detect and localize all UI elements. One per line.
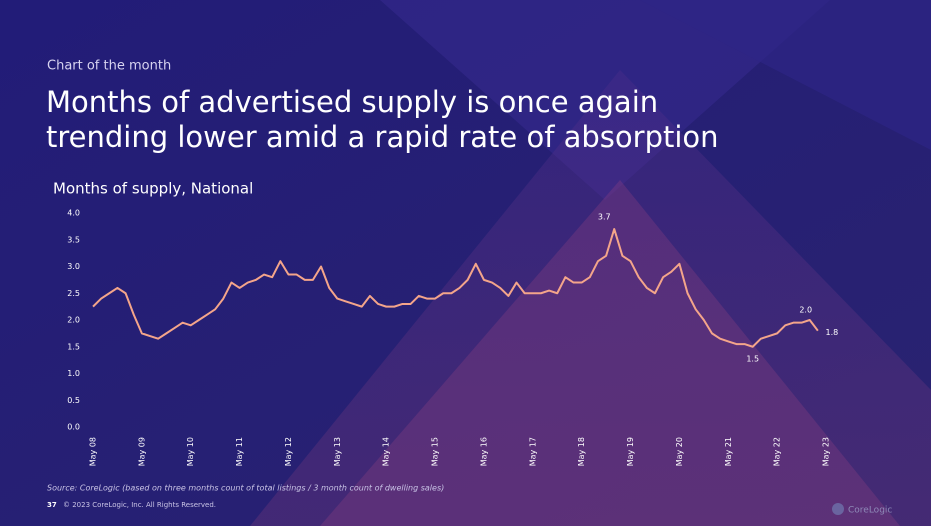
y-tick-label: 2.5	[67, 289, 80, 298]
x-tick-label: May 18	[577, 437, 586, 466]
annotation: 2.0	[799, 306, 812, 315]
x-tick-label: May 09	[137, 437, 146, 466]
decor	[250, 70, 931, 526]
x-tick-label: May 13	[333, 437, 342, 466]
x-tick-label: May 21	[724, 437, 733, 466]
x-tick-label: May 19	[626, 437, 635, 466]
page-number: 37	[47, 501, 57, 509]
decor	[640, 0, 931, 150]
y-tick-label: 1.5	[67, 342, 80, 351]
decor	[320, 180, 900, 526]
y-tick-label: 0.5	[67, 396, 80, 405]
x-tick-label: May 08	[89, 437, 98, 466]
x-tick-label: May 23	[822, 437, 831, 466]
copyright: © 2023 CoreLogic, Inc. All Rights Reserv…	[63, 501, 216, 509]
x-tick-label: May 11	[235, 437, 244, 466]
y-tick-label: 4.0	[67, 209, 80, 218]
y-tick-label: 2.0	[67, 316, 80, 325]
annotation: 3.7	[598, 213, 611, 222]
x-tick-label: May 10	[186, 437, 195, 466]
y-tick-label: 3.0	[67, 262, 80, 271]
x-tick-label: May 12	[284, 437, 293, 466]
annotation: 1.8	[825, 328, 838, 337]
x-tick-label: May 22	[773, 437, 782, 466]
title: trending lower amid a rapid rate of abso…	[46, 120, 719, 154]
x-tick-label: May 17	[528, 437, 537, 466]
title: Months of advertised supply is once agai…	[46, 85, 658, 119]
source: Source: CoreLogic (based on three months…	[47, 484, 444, 493]
line-series	[92, 228, 819, 348]
x-tick-label: May 15	[431, 437, 440, 466]
y-tick-label: 3.5	[67, 235, 80, 244]
x-tick-label: May 20	[675, 437, 684, 466]
chart-title: Months of supply, National	[53, 180, 253, 198]
kicker: Chart of the month	[47, 59, 171, 74]
x-tick-label: May 16	[479, 437, 488, 466]
y-tick-label: 0.0	[67, 423, 80, 432]
logo: CoreLogic	[848, 506, 892, 516]
y-tick-label: 1.0	[67, 369, 80, 378]
logo-icon	[832, 503, 844, 515]
annotation: 1.5	[746, 354, 759, 363]
x-tick-label: May 14	[382, 437, 391, 466]
